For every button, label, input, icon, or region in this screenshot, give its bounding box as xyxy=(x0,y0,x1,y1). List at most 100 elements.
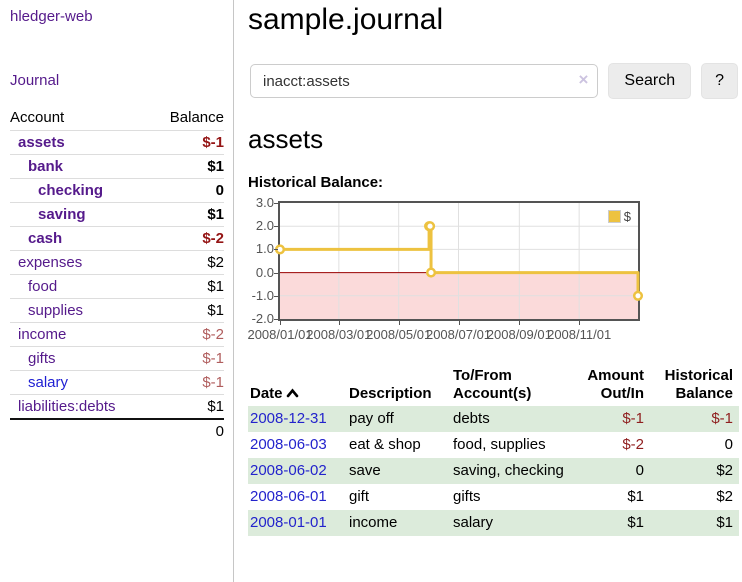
account-cell: supplies xyxy=(10,299,151,323)
accounts-cell: food, supplies xyxy=(453,436,546,453)
amount-column-header: Amount Out/In xyxy=(570,365,650,406)
account-link-gifts[interactable]: gifts xyxy=(28,350,56,367)
account-link-bank[interactable]: bank xyxy=(28,158,64,175)
chart-canvas xyxy=(274,203,644,319)
balance-cell: 0 xyxy=(724,436,733,453)
account-cell: cash xyxy=(10,227,151,251)
app-title-link[interactable]: hledger-web xyxy=(10,8,93,25)
y-axis-tick xyxy=(274,295,278,297)
account-balance: $-1 xyxy=(202,134,224,151)
help-button[interactable]: ? xyxy=(701,63,738,99)
y-axis-tick xyxy=(274,203,278,204)
x-axis-tick xyxy=(458,321,460,325)
historical-balance-chart: $ 3.0 2.0 1.0 0.0 -1.0 -2.0 2008/01/01 2008/03/… xyxy=(247,195,648,347)
amount-cell: $-1 xyxy=(622,410,644,427)
accounts-table: Account Balance assets $-1 bank $1 checking 0… xyxy=(10,106,224,443)
transaction-row: 2008-06-01 gift gifts $1 $2 xyxy=(248,484,739,510)
account-balance: $2 xyxy=(207,254,224,271)
y-axis-tick-label: 0.0 xyxy=(255,264,274,280)
account-balance: $1 xyxy=(207,158,224,175)
account-balance: $-2 xyxy=(202,326,224,343)
accounts-header-balance: Balance xyxy=(169,109,224,126)
account-link-saving[interactable]: saving xyxy=(38,206,86,223)
account-row: income $-2 xyxy=(10,322,224,347)
x-axis-tick xyxy=(579,321,581,325)
section-title: assets xyxy=(248,124,324,154)
transactions-table: Date Description To/From Account(s) Amou… xyxy=(248,365,739,536)
x-axis-tick xyxy=(280,321,281,325)
account-cell: bank xyxy=(10,155,151,179)
account-row: salary $-1 xyxy=(10,370,224,395)
account-link-checking[interactable]: checking xyxy=(38,182,104,199)
clear-search-icon[interactable]: × xyxy=(578,70,589,89)
search-input[interactable] xyxy=(250,64,599,98)
main-content: sample.journal × Search ? assets Histori… xyxy=(234,0,742,582)
accounts-header-row: Account Balance xyxy=(10,106,224,131)
transaction-row: 2008-06-03 eat & shop food, supplies $-2 0 xyxy=(248,432,739,458)
description-cell: save xyxy=(349,462,381,479)
account-balance: $1 xyxy=(207,302,224,319)
account-link-cash[interactable]: cash xyxy=(28,230,63,247)
account-link-assets[interactable]: assets xyxy=(18,134,65,151)
amount-header-line1: Amount xyxy=(587,367,644,384)
balance-cell: $1 xyxy=(716,514,733,531)
transaction-date-link[interactable]: 2008-06-02 xyxy=(250,462,327,479)
transaction-date-link[interactable]: 2008-06-01 xyxy=(250,488,327,505)
app-title: hledger-web xyxy=(10,8,224,25)
balance-cell: $-1 xyxy=(711,410,733,427)
account-balance: $-1 xyxy=(202,350,224,367)
y-axis-tick xyxy=(274,272,278,274)
account-cell: assets xyxy=(10,131,151,155)
account-cell: expenses xyxy=(10,251,151,275)
description-cell: income xyxy=(349,514,398,531)
legend-label: $ xyxy=(623,209,631,224)
description-cell: pay off xyxy=(349,410,394,427)
account-balance: $1 xyxy=(207,278,224,295)
x-axis-tick-label: 2008/09/01 xyxy=(486,327,552,342)
x-axis-tick-label: 2008/05/01 xyxy=(366,327,432,342)
account-link-expenses[interactable]: expenses xyxy=(18,254,83,271)
account-cell: income xyxy=(10,323,151,347)
transaction-date-link[interactable]: 2008-06-03 xyxy=(250,436,327,453)
amount-header-line2: Out/In xyxy=(600,385,644,402)
page-title: sample.journal xyxy=(248,3,444,36)
account-link-food[interactable]: food xyxy=(28,278,58,295)
account-cell: saving xyxy=(10,203,151,227)
x-axis-tick xyxy=(398,321,400,325)
date-column-header[interactable]: Date xyxy=(248,365,347,406)
account-link-liabilities-debts[interactable]: liabilities:debts xyxy=(18,398,116,415)
sidebar-item-journal[interactable]: Journal xyxy=(10,72,60,89)
account-row: bank $1 xyxy=(10,154,224,179)
legend-swatch xyxy=(607,210,621,223)
x-axis-tick-label: 2008/03/01 xyxy=(306,327,372,342)
y-axis-tick-label: 3.0 xyxy=(255,195,274,210)
account-link-supplies[interactable]: supplies xyxy=(28,302,84,319)
description-cell: eat & shop xyxy=(349,436,421,453)
account-row: checking 0 xyxy=(10,178,224,203)
accounts-cell: gifts xyxy=(453,488,481,505)
transaction-date-link[interactable]: 2008-12-31 xyxy=(250,410,327,427)
account-balance: $-1 xyxy=(202,374,224,391)
transaction-date-link[interactable]: 2008-01-01 xyxy=(250,514,327,531)
y-axis-tick-label: 1.0 xyxy=(255,241,274,257)
balance-cell: $2 xyxy=(716,488,733,505)
balance-cell: $2 xyxy=(716,462,733,479)
chart-legend: $ xyxy=(605,208,633,225)
x-axis-tick xyxy=(519,321,521,325)
sidebar: hledger-web Journal Account Balance asse… xyxy=(0,0,234,582)
accounts-cell: salary xyxy=(453,514,494,531)
transaction-row: 2008-06-02 save saving, checking 0 $2 xyxy=(248,458,739,484)
search-button[interactable]: Search xyxy=(608,63,692,99)
account-row: gifts $-1 xyxy=(10,346,224,371)
x-axis-tick-label: 2008/07/01 xyxy=(425,327,492,342)
account-link-income[interactable]: income xyxy=(18,326,67,343)
x-axis-tick-label: 2008/01/01 xyxy=(247,327,313,342)
sidebar-nav: Journal xyxy=(10,72,224,89)
amount-cell: $1 xyxy=(627,488,644,505)
account-cell: food xyxy=(10,275,151,299)
date-header-label: Date xyxy=(250,385,283,402)
account-row: saving $1 xyxy=(10,202,224,227)
account-link-salary[interactable]: salary xyxy=(28,374,69,391)
date-cell: 2008-01-01 xyxy=(248,510,347,536)
